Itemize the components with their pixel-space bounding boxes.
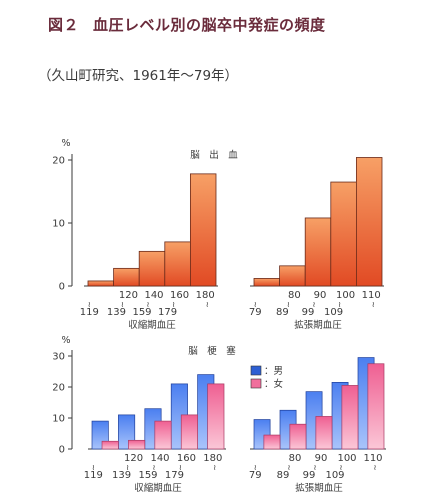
chart-1-panel-2-bar (355, 157, 383, 287)
chart-1-panel-1-category-upper: 119 (80, 307, 99, 318)
chart-2-panel-1-category-tilde: ≀ (213, 463, 216, 472)
chart-2-panel-1-category-lower: 120 (124, 453, 143, 464)
figure-number: 図２ (48, 16, 80, 34)
chart-2-panel-1-category-upper: 179 (165, 470, 184, 481)
chart-2-panel-2-xlabel: 拡張期血圧 (295, 482, 343, 494)
chart-2-panel-2-category-tilde: ≀ (340, 463, 343, 472)
chart-2-panel-2-bar-female (263, 434, 281, 450)
chart-1-panel-1-category-lower: 180 (196, 290, 215, 301)
chart-1-panel-2-category-lower: 90 (314, 290, 327, 301)
chart-2-panel-1-category-tilde: ≀ (153, 463, 156, 472)
chart-2-panel-2-category-lower: 100 (337, 453, 356, 464)
chart-1-panel-1-category-tilde: ≀ (206, 300, 209, 309)
chart-2-panel-1-category-upper: 139 (112, 470, 131, 481)
chart-1-panel-2-category-tilde: ≀ (313, 300, 316, 309)
chart-2-panel-1-category-tilde: ≀ (126, 463, 129, 472)
chart-2-panel-1-category-upper: 119 (84, 470, 103, 481)
chart-2-panel-2-category-tilde: ≀ (288, 463, 291, 472)
chart-1-panel-1-bar (138, 250, 166, 287)
chart-2-panel-1-category-lower: 180 (203, 453, 222, 464)
chart-2-panel-1-category-lower: 140 (150, 453, 169, 464)
chart-1-panel-2-category-lower: 110 (362, 290, 381, 301)
chart-1-panel-2-category-tilde: ≀ (254, 300, 257, 309)
chart-1-panel-2-category-upper: 79 (249, 307, 262, 318)
chart-2-panel-2-category-upper: 89 (277, 470, 290, 481)
chart-2-panel-1-category-tilde: ≀ (179, 463, 182, 472)
chart-2-ylabel: % (61, 335, 70, 346)
chart-2-panel-1-xlabel: 収縮期血圧 (134, 482, 182, 494)
chart-1-panel-2-bar (279, 265, 306, 287)
chart-2-panel-2-category-lower: 80 (289, 453, 302, 464)
legend-swatch-male (250, 365, 262, 376)
figure-subtitle: （久山町研究、1961年〜79年） (38, 68, 239, 84)
chart-1-panel-1-category-lower: 120 (119, 290, 138, 301)
chart-1-panel-2-category-lower: 80 (288, 290, 301, 301)
chart-1-panel-2-category-upper: 109 (324, 307, 343, 318)
chart-1-panel-1-bar (164, 241, 191, 287)
chart-2-ytick-label: 0 (59, 445, 65, 456)
chart-2-panel-2-category-upper: 109 (325, 470, 344, 481)
chart-1-panel-1-category-tilde: ≀ (121, 300, 124, 309)
chart-2-ytick-label: 20 (52, 383, 65, 394)
chart-1-panel-2-bar (304, 217, 332, 287)
figure-title: 図２ 血圧レベル別の脳卒中発症の頻度 (48, 14, 326, 35)
chart-1-panel-1-category-tilde: ≀ (88, 300, 91, 309)
chart-2-panel-2-category-upper: 99 (303, 470, 316, 481)
chart-1-panel-1-bar (113, 267, 140, 287)
chart-1-panel-1-category-upper: 179 (158, 307, 177, 318)
chart-1-panel-2-bar (253, 278, 281, 287)
chart-2-panel-2-category-tilde: ≀ (314, 463, 317, 472)
chart-2-panel-2-category-lower: 110 (363, 453, 382, 464)
chart-2-panel-1-bar-female (180, 414, 198, 450)
chart-2-panel-1-category-lower: 160 (177, 453, 196, 464)
chart-1-panel-2-bar (330, 181, 357, 287)
chart-1-panel-2-category-upper: 89 (276, 307, 289, 318)
chart-1-ytick-label: 20 (52, 156, 65, 167)
chart-1-panel-2-category-tilde: ≀ (372, 300, 375, 309)
chart-2-panel-2-category-tilde: ≀ (254, 463, 257, 472)
chart-1-panel-2-category-lower: 100 (336, 290, 355, 301)
chart-1-title: 脳 出 血 (190, 149, 238, 161)
chart-1-panel-1-category-upper: 159 (132, 307, 151, 318)
chart-2-panel-2-bar-female (289, 423, 307, 450)
chart-2-panel-1-bar-female (154, 420, 172, 450)
chart-2-ytick-label: 30 (52, 352, 65, 363)
chart-2-panel-1-bar-female (128, 439, 146, 450)
chart-2-panel-2-category-upper: 79 (249, 470, 262, 481)
chart-2-panel-2-bar-female (367, 363, 385, 450)
legend-swatch-female (250, 378, 262, 389)
legend-label-female: ：女 (264, 378, 283, 390)
chart-2-title: 脳 梗 塞 (188, 345, 236, 357)
chart-2-panel-2-category-tilde: ≀ (374, 463, 377, 472)
figure-title-text: 血圧レベル別の脳卒中発症の頻度 (93, 16, 326, 34)
chart-2-ytick-label: 10 (52, 414, 65, 425)
chart-1-panel-2-xlabel: 拡張期血圧 (294, 319, 342, 331)
chart-2-panel-1-bar-female (101, 440, 119, 450)
chart-1-panel-1-category-upper: 139 (107, 307, 126, 318)
chart-1-panel-1-bar (87, 280, 115, 287)
chart-2-panel-2-bar-female (341, 385, 359, 450)
chart-1-panel-1-bar (189, 173, 217, 287)
chart-1-panel-1-category-lower: 140 (144, 290, 163, 301)
chart-2-panel-1-bar-female (207, 383, 225, 450)
chart-2-panel-1-category-upper: 159 (138, 470, 157, 481)
chart-1-panel-2-category-tilde: ≀ (338, 300, 341, 309)
chart-2-panel-1-category-tilde: ≀ (92, 463, 95, 472)
legend-label-male: ：男 (264, 366, 283, 377)
chart-1-panel-2-category-tilde: ≀ (287, 300, 290, 309)
chart-1-panel-1-category-tilde: ≀ (172, 300, 175, 309)
chart-1-panel-1-category-tilde: ≀ (147, 300, 150, 309)
chart-1-panel-2-category-upper: 99 (302, 307, 315, 318)
chart-2-panel-2-category-lower: 90 (315, 453, 328, 464)
chart-2-panel-2-bar-female (315, 416, 333, 450)
chart-1-ytick-label: 10 (52, 219, 65, 230)
chart-1-ylabel: % (61, 138, 70, 149)
chart-1-panel-1-category-lower: 160 (170, 290, 189, 301)
chart-1-panel-1-xlabel: 収縮期血圧 (128, 319, 176, 331)
chart-1-ytick-label: 0 (59, 282, 65, 293)
